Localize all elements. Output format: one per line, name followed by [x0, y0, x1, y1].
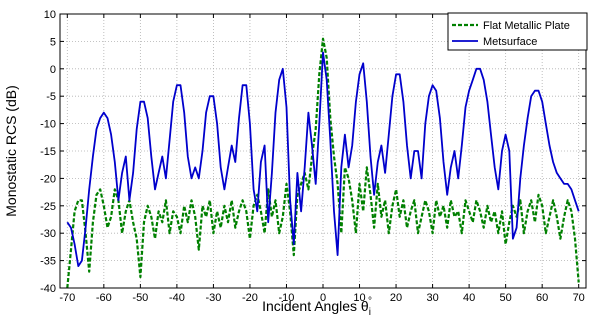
- x-tick-label: 60: [536, 292, 548, 304]
- series-line-flat-metallic-plate: [66, 37, 580, 289]
- x-tick-labels: -70 -60 -50 -40 -30 -20 -10 0 10 20 30 40 50 60 70: [59, 292, 584, 304]
- legend-label-flat-metallic-plate: Flat Metallic Plate: [483, 20, 570, 32]
- x-tick-label: 20: [390, 292, 402, 304]
- series-line-metsurface: [66, 51, 580, 267]
- x-tick-label: 50: [500, 292, 512, 304]
- legend: Flat Metallic Plate Metsurface: [447, 12, 588, 51]
- y-axis-label: Monostatic RCS (dB): [3, 85, 19, 216]
- y-tick-label: 0: [50, 64, 56, 76]
- x-tick-label: 30: [426, 292, 438, 304]
- x-tick-label: -30: [205, 292, 221, 304]
- x-axis-label-subscript: i: [369, 307, 371, 318]
- y-tick-label: 10: [44, 9, 56, 21]
- y-tick-label: -25: [40, 201, 56, 213]
- x-tick-label: -20: [242, 292, 258, 304]
- x-tick-label: 10: [353, 292, 365, 304]
- y-tick-label: -5: [46, 91, 56, 103]
- x-tick-label: -70: [59, 292, 75, 304]
- y-tick-label: 5: [50, 36, 56, 48]
- x-tick-label: 0: [320, 292, 326, 304]
- y-tick-label: -30: [40, 228, 56, 240]
- legend-label-metsurface: Metsurface: [483, 36, 537, 48]
- y-tick-label: -10: [40, 119, 56, 131]
- x-tick-label: -40: [169, 292, 185, 304]
- x-tick-label: -50: [132, 292, 148, 304]
- x-axis-label-main: Incident Angles θ: [262, 298, 369, 314]
- y-tick-label: -15: [40, 146, 56, 158]
- series-layer: [66, 37, 580, 289]
- x-tick-label: -10: [279, 292, 295, 304]
- y-tick-label: -20: [40, 173, 56, 185]
- x-axis-label-superscript: °: [368, 296, 372, 307]
- x-tick-label: -60: [96, 292, 112, 304]
- legend-box: [447, 12, 588, 51]
- y-tick-labels: -40 -35 -30 -25 -20 -15 -10 -5 0 5 10: [40, 9, 56, 295]
- y-tick-label: -40: [40, 283, 56, 295]
- x-tick-label: 70: [573, 292, 585, 304]
- x-tick-label: 40: [463, 292, 475, 304]
- plot-frame: [59, 13, 587, 289]
- y-tick-label: -35: [40, 256, 56, 268]
- x-axis-label: Incident Angles θi°: [262, 296, 372, 318]
